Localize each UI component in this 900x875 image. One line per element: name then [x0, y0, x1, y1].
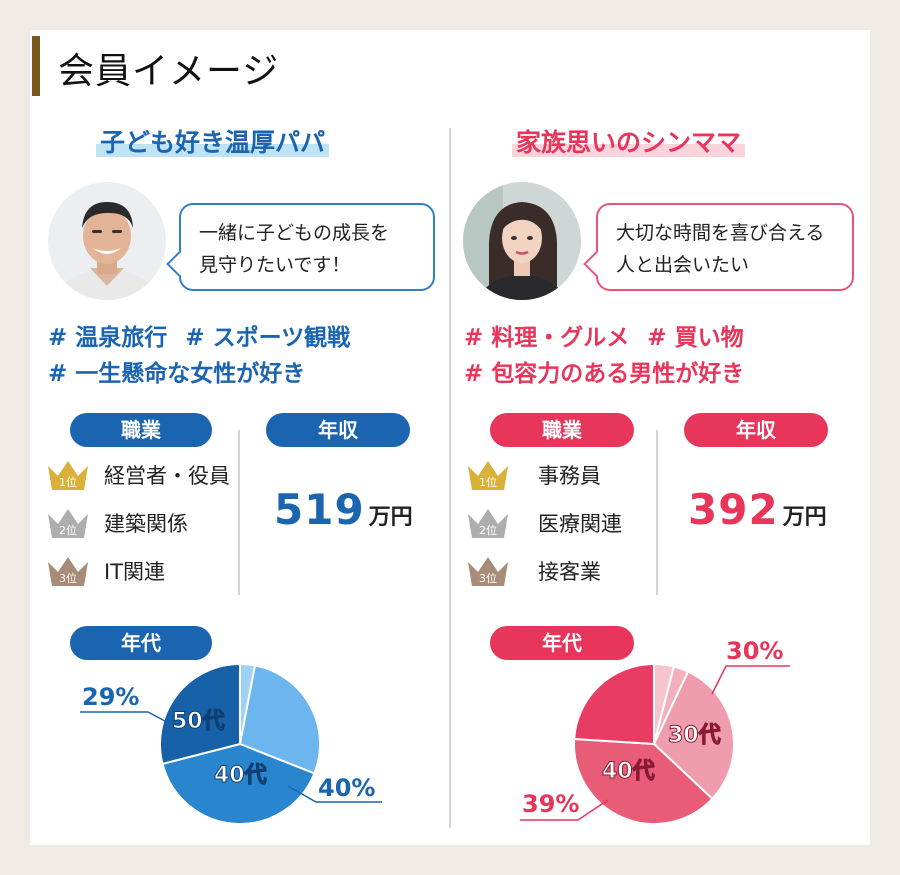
silver-crown-icon: 2位 [48, 509, 88, 538]
speech-bubble: 大切な時間を喜び合える 人と出会いたい [583, 203, 854, 291]
job-pill: 職業 [70, 413, 212, 447]
tag-item: # スポーツ観戦 [185, 325, 351, 351]
svg-text:2位: 2位 [479, 523, 497, 537]
income-value: 392 万円 [688, 485, 827, 534]
bronze-crown-icon: 3位 [48, 557, 88, 586]
page-title: 会員イメージ [58, 51, 280, 92]
column-divider [449, 128, 451, 828]
pct-label-40s: 40% [318, 774, 375, 802]
leader-line [80, 711, 179, 729]
age-pill: 年代 [490, 626, 634, 660]
svg-text:2位: 2位 [59, 523, 77, 537]
leader-line [711, 665, 790, 695]
pie-slice-30代 [652, 670, 735, 801]
job-income-separator [656, 430, 658, 595]
profile-title: 家族思いのシンママ [512, 123, 746, 159]
pct-label-50s: 29% [82, 683, 139, 711]
slice-label-40s: 40代 [602, 759, 655, 784]
age-pie-chart-right: 30% 39% 30代 40代 [520, 637, 790, 825]
speech-bubble: 一緒に子どもの成長を 見守りたいです！ [166, 203, 435, 291]
svg-text:1位: 1位 [479, 475, 497, 489]
slice-label-30s: 30代 [668, 723, 721, 748]
job-income-separator [238, 430, 240, 595]
tag-item: # 買い物 [647, 325, 744, 351]
tag-item: # 包容力のある男性が好き [464, 361, 745, 387]
profile-title: 子ども好き温厚パパ [96, 123, 330, 159]
svg-text:3位: 3位 [59, 571, 77, 585]
gold-crown-icon: 1位 [48, 461, 88, 490]
tag-item: # 料理・グルメ [464, 325, 630, 351]
silver-crown-icon: 2位 [468, 509, 508, 538]
profile-dad: 子ども好き温厚パパ 一緒に子どもの成長を 見守りたいです！ # 温泉旅行 # ス… [30, 0, 450, 875]
income-value: 519 万円 [274, 485, 413, 534]
leader-line [520, 799, 609, 821]
age-pill: 年代 [70, 626, 212, 660]
pie-slice-50代 [159, 662, 241, 766]
interest-tags: # 料理・グルメ # 買い物 # 包容力のある男性が好き [464, 320, 754, 392]
pie-slice-4 [573, 662, 655, 746]
slice-label-50s: 50代 [172, 709, 225, 734]
pct-label-40s: 39% [522, 790, 579, 818]
pie-slice-40代 [573, 737, 714, 825]
profile-mom: 家族思いのシンママ 大切な時間を喜び合える 人と出会いたい # 料理・グルメ #… [450, 0, 870, 875]
income-pill: 年収 [266, 413, 410, 447]
gold-crown-icon: 1位 [468, 461, 508, 490]
header-accent-bar [32, 36, 40, 96]
slice-label-40s: 40代 [214, 763, 267, 788]
svg-text:3位: 3位 [479, 571, 497, 585]
avatar-man [48, 182, 166, 300]
income-pill: 年収 [684, 413, 828, 447]
age-pie-chart-left: 29% 40% 50代 40代 [80, 662, 382, 825]
svg-text:1位: 1位 [59, 475, 77, 489]
tag-item: # 一生懸命な女性が好き [48, 361, 306, 387]
leader-line [287, 785, 382, 803]
bronze-crown-icon: 3位 [468, 557, 508, 586]
interest-tags: # 温泉旅行 # スポーツ観戦 # 一生懸命な女性が好き [48, 320, 360, 392]
pct-label-30s: 30% [726, 637, 783, 665]
pie-slice-1 [238, 664, 321, 775]
tag-item: # 温泉旅行 [48, 325, 168, 351]
job-pill: 職業 [490, 413, 634, 447]
